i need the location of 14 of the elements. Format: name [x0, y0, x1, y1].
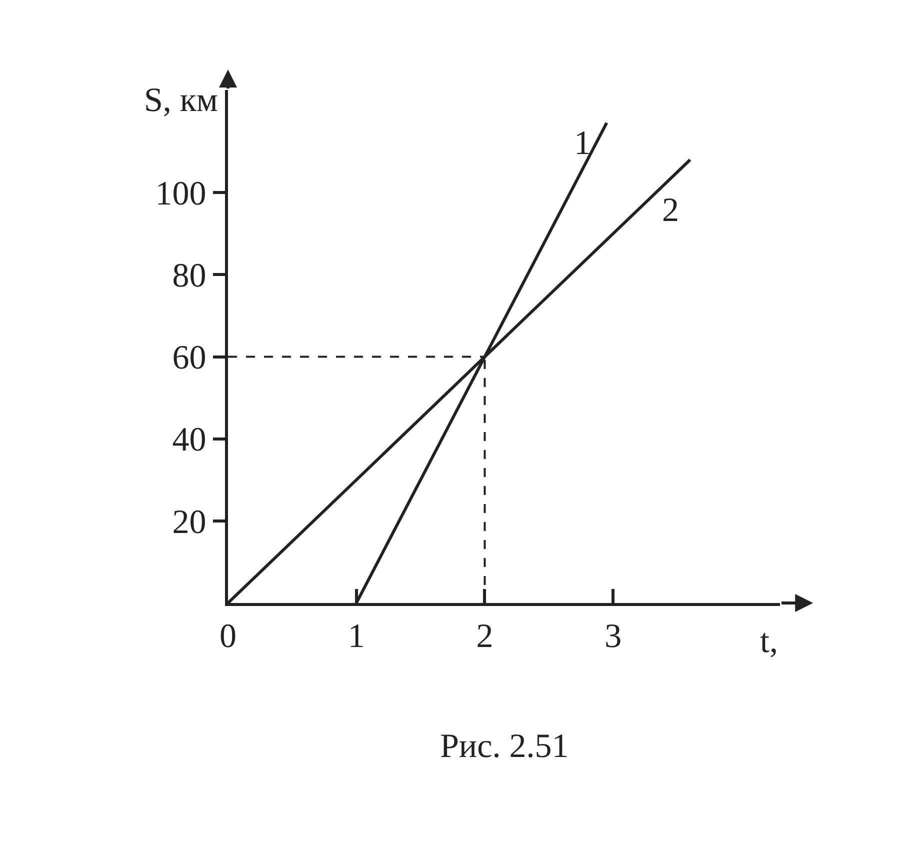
- x-tick-label: 3: [604, 618, 622, 655]
- text: Рис. 2.51: [440, 728, 569, 765]
- x-tick-label: 2: [476, 618, 494, 655]
- y-tick-label: 20: [172, 504, 206, 541]
- y-tick-label: 80: [172, 258, 206, 295]
- series-label: 1: [574, 125, 591, 162]
- x-axis-title: t,: [760, 623, 778, 660]
- y-axis-title: S, км: [144, 82, 218, 119]
- x-tick-label: 1: [348, 618, 365, 655]
- series-label: 2: [662, 192, 679, 229]
- y-tick-label: 60: [172, 340, 206, 377]
- y-tick-label: 40: [172, 422, 206, 459]
- y-tick-label: 100: [155, 176, 206, 212]
- x-tick-label: 0: [220, 618, 236, 655]
